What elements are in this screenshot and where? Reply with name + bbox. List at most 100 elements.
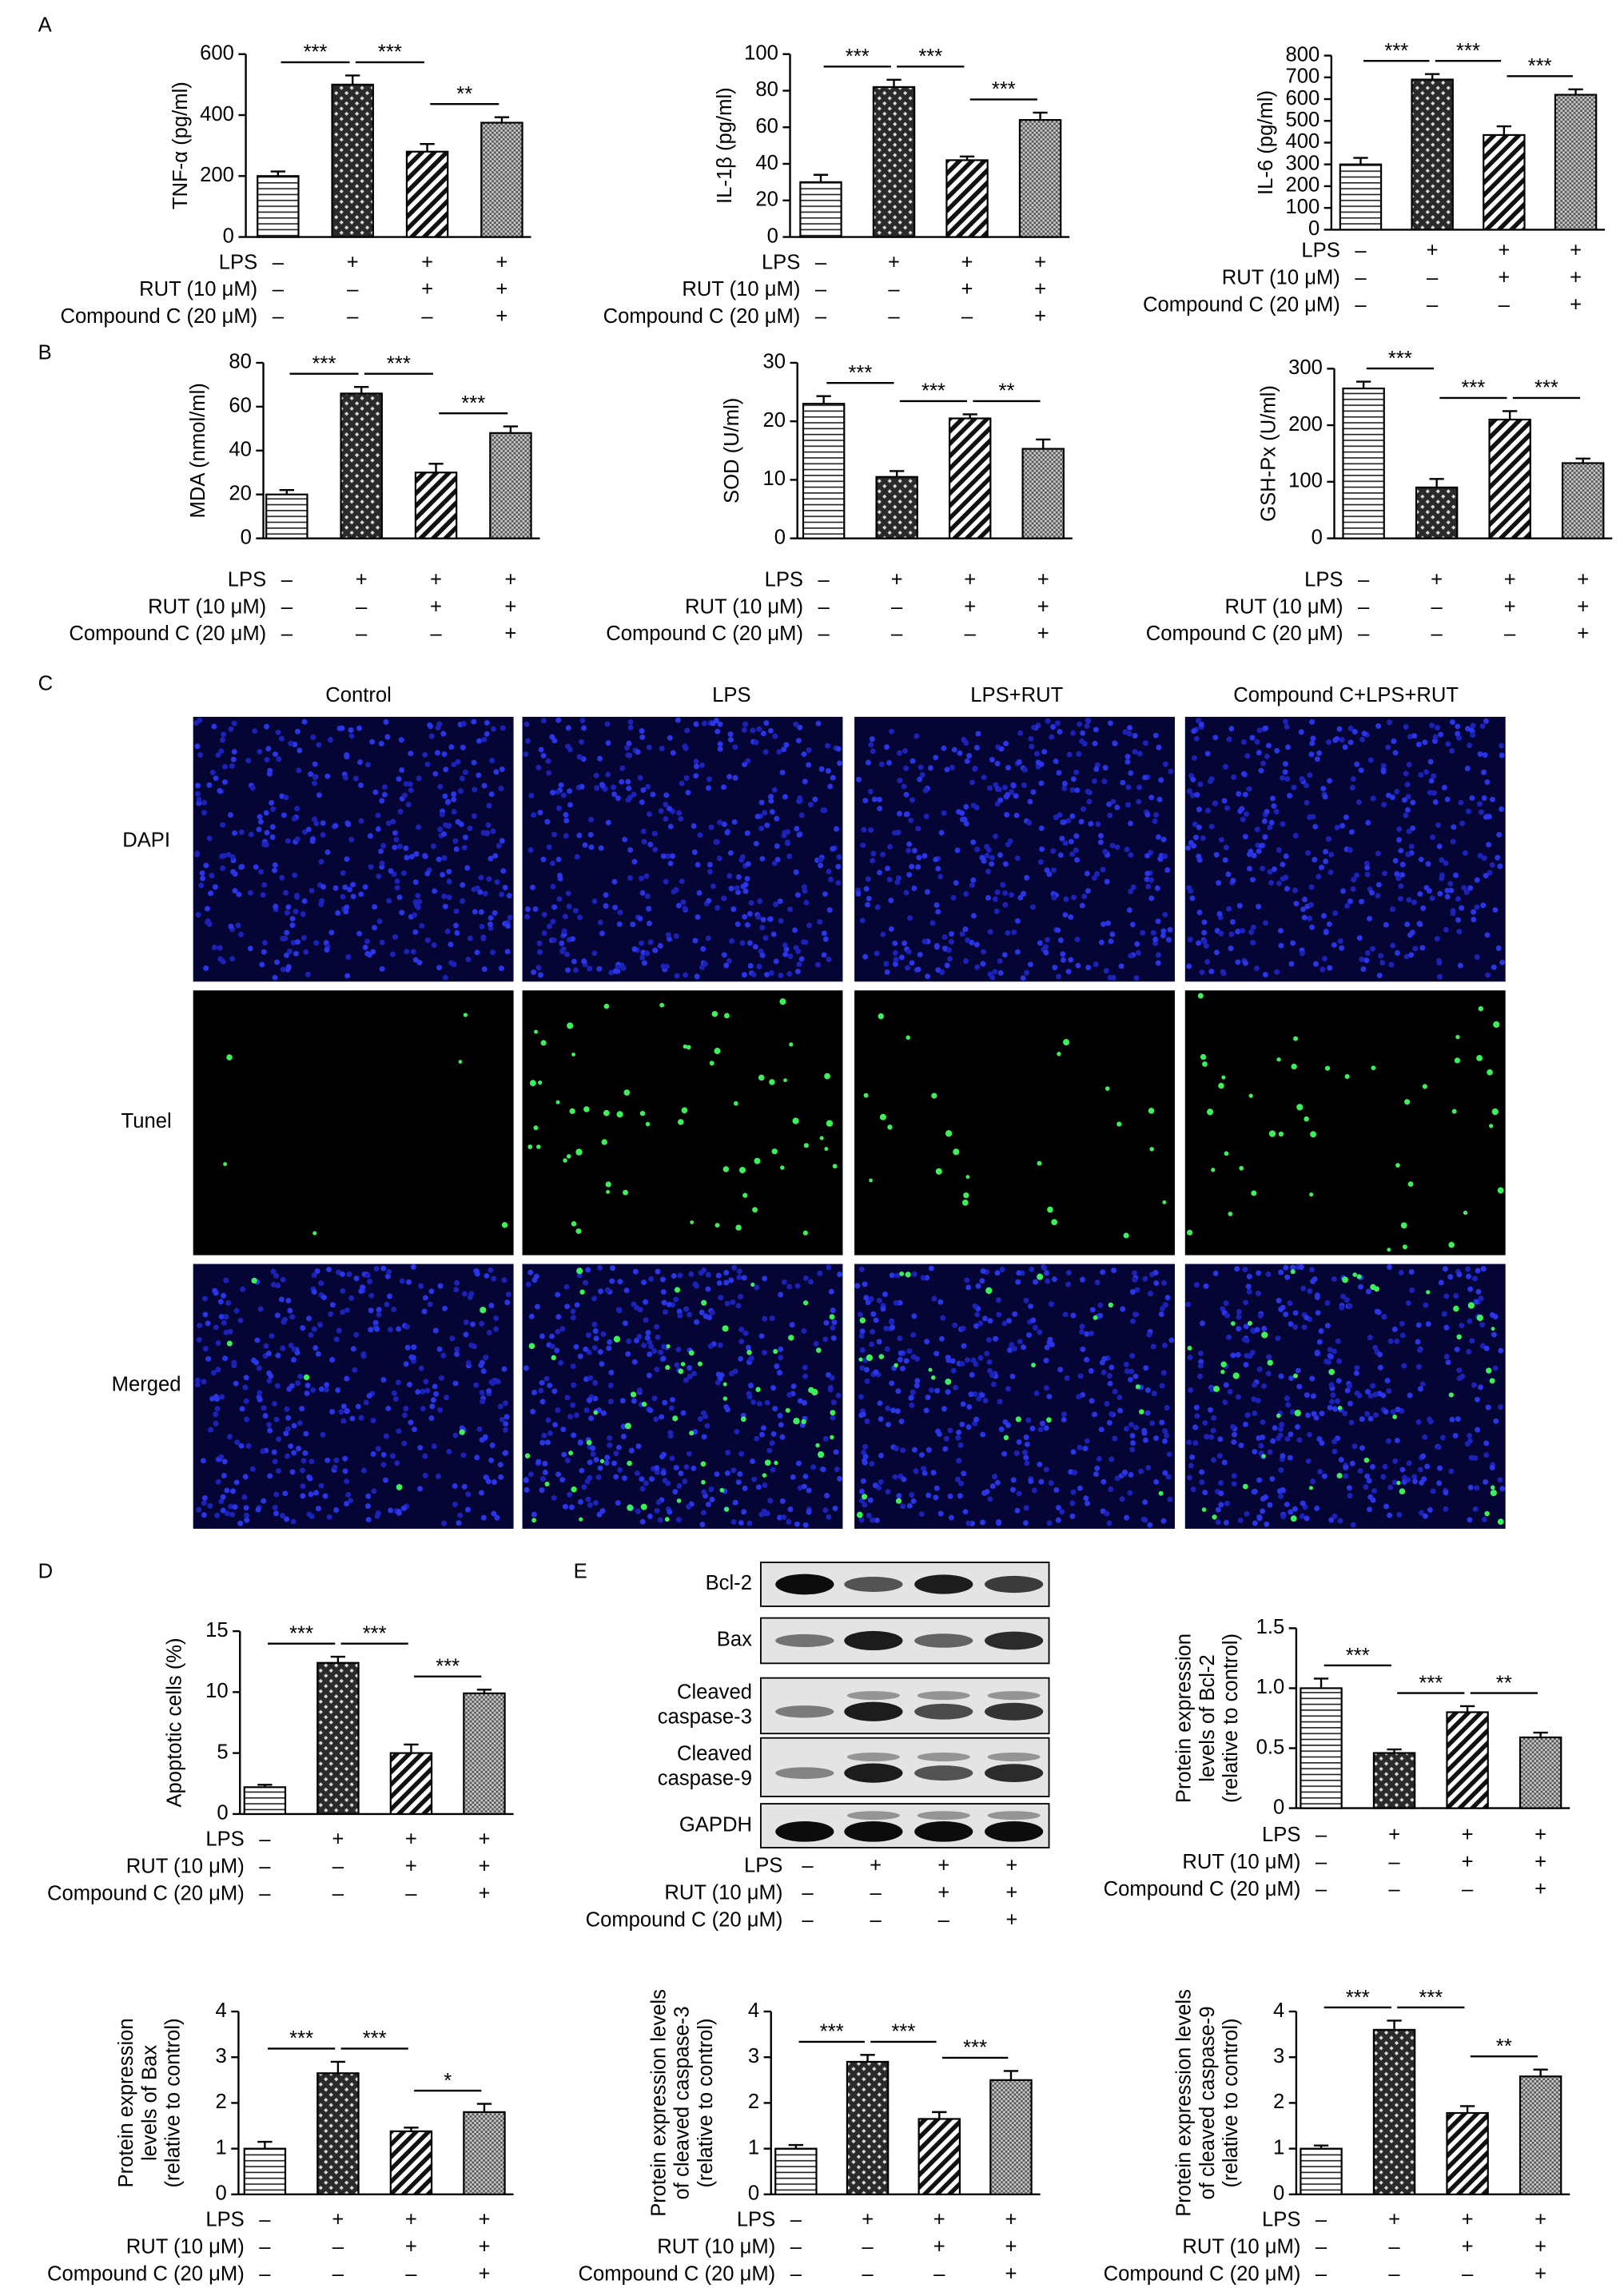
- nucleus: [393, 837, 400, 843]
- treatment-sign: +: [1037, 623, 1049, 645]
- nucleus: [1453, 872, 1459, 878]
- tunel-dot: [709, 1060, 714, 1066]
- nucleus: [873, 1317, 879, 1323]
- nucleus: [480, 1368, 487, 1375]
- nucleus: [1481, 795, 1487, 802]
- nucleus: [1466, 1273, 1471, 1279]
- nucleus: [987, 971, 993, 977]
- nucleus: [639, 734, 646, 740]
- treatment-sign: +: [1005, 1881, 1017, 1904]
- nucleus: [662, 1399, 668, 1406]
- treatment-sign: +: [1034, 251, 1046, 273]
- nucleus: [746, 940, 753, 946]
- nucleus: [454, 1351, 460, 1358]
- nucleus: [411, 1344, 417, 1351]
- nucleus: [1283, 853, 1289, 859]
- nucleus: [419, 922, 425, 929]
- nucleus: [436, 721, 443, 727]
- nucleus: [460, 1452, 467, 1458]
- nucleus: [612, 968, 619, 974]
- nucleus: [1011, 1346, 1017, 1351]
- nucleus: [1063, 896, 1069, 902]
- treatment-sign: +: [1462, 1824, 1474, 1846]
- nucleus: [862, 1454, 869, 1460]
- nucleus: [1415, 742, 1422, 748]
- nucleus: [730, 1467, 737, 1474]
- nucleus: [939, 969, 945, 975]
- nucleus: [1314, 1505, 1320, 1511]
- treatment-sign: +: [347, 251, 359, 273]
- nucleus: [815, 961, 821, 968]
- tunel-dot: [501, 1222, 508, 1228]
- y-tick-label: 0: [748, 2183, 759, 2205]
- nucleus: [1201, 938, 1208, 945]
- nucleus: [742, 1330, 749, 1336]
- nucleus: [1371, 1488, 1378, 1494]
- nucleus: [1084, 870, 1090, 877]
- nucleus: [987, 929, 993, 935]
- blot-label: Cleaved: [677, 1681, 752, 1704]
- y-tick-label: 0: [774, 526, 786, 548]
- nucleus: [353, 1331, 360, 1338]
- nucleus: [1081, 806, 1086, 812]
- tunel-dot: [616, 1111, 623, 1118]
- tunel-dot: [586, 1439, 592, 1446]
- tunel-dot: [1063, 1039, 1070, 1046]
- nucleus: [651, 1348, 658, 1355]
- nucleus: [1381, 870, 1387, 877]
- treatment-sign: +: [478, 1855, 490, 1877]
- blot-label: caspase-3: [658, 1706, 752, 1729]
- nucleus: [1044, 1270, 1050, 1276]
- nucleus: [1155, 918, 1161, 925]
- nucleus: [348, 1498, 354, 1504]
- nucleus: [762, 810, 768, 816]
- nucleus: [778, 1422, 784, 1428]
- nucleus: [1277, 928, 1284, 934]
- nucleus: [1028, 1303, 1033, 1310]
- tunel-dot: [878, 1354, 885, 1359]
- nucleus: [428, 1288, 435, 1295]
- nucleus: [734, 921, 741, 927]
- nucleus: [1043, 1425, 1049, 1431]
- tunel-dot: [1486, 1367, 1492, 1374]
- nucleus: [1064, 1375, 1070, 1381]
- nucleus: [1261, 1326, 1268, 1331]
- treatment-label: LPS: [744, 1855, 782, 1877]
- tunel-dot: [701, 1479, 706, 1485]
- nucleus: [1068, 914, 1074, 921]
- nucleus: [782, 951, 789, 957]
- treatment-label: LPS: [219, 251, 257, 273]
- nucleus: [870, 858, 876, 864]
- error-bar: [860, 2054, 875, 2062]
- nucleus: [980, 961, 986, 967]
- nucleus: [1300, 1500, 1306, 1506]
- nucleus: [1216, 911, 1223, 917]
- nucleus: [1263, 725, 1269, 731]
- nucleus: [1128, 1368, 1135, 1375]
- nucleus: [995, 1297, 1001, 1303]
- nucleus: [261, 1405, 267, 1411]
- nucleus: [1135, 949, 1141, 956]
- nucleus: [1415, 1419, 1422, 1425]
- nucleus: [386, 1269, 392, 1275]
- nucleus: [244, 1517, 250, 1523]
- nucleus: [938, 1335, 945, 1342]
- panel-letter: D: [38, 1561, 54, 1583]
- y-tick-label: 700: [1285, 66, 1320, 88]
- column-label: LPS: [712, 684, 750, 706]
- nucleus: [956, 1429, 961, 1435]
- nucleus: [340, 893, 346, 900]
- nucleus: [1029, 1426, 1036, 1431]
- nucleus: [311, 1272, 317, 1279]
- nucleus: [636, 1387, 643, 1394]
- nucleus: [1098, 1427, 1105, 1433]
- nucleus: [1076, 751, 1082, 757]
- tunel-dot: [945, 1379, 952, 1385]
- tunel-dot: [226, 1340, 233, 1347]
- nucleus: [1190, 1486, 1196, 1493]
- nucleus: [201, 1512, 207, 1518]
- nucleus: [1027, 961, 1033, 968]
- nucleus: [760, 730, 766, 737]
- nucleus: [876, 796, 882, 802]
- nucleus: [1456, 1271, 1463, 1278]
